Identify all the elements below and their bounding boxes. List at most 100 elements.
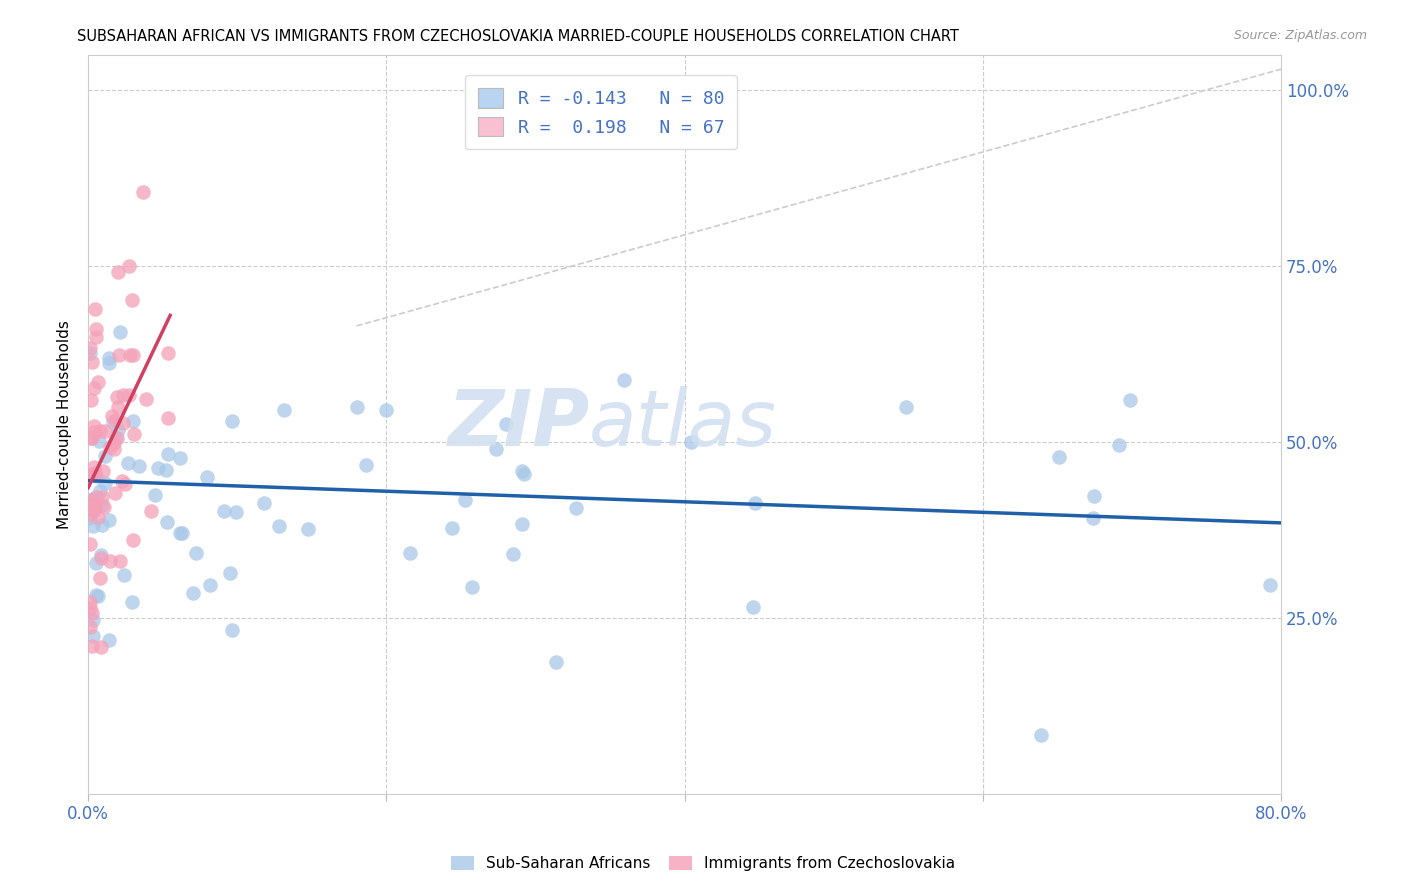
Point	[565, 501, 588, 516]
Point	[79, 341, 101, 355]
Text: atlas: atlas	[589, 386, 778, 462]
Point	[141, 504, 163, 518]
Point	[440, 521, 463, 535]
Point	[79, 346, 101, 360]
Point	[82, 629, 104, 643]
Point	[112, 568, 135, 582]
Point	[122, 414, 145, 428]
Point	[1258, 578, 1281, 592]
Point	[225, 505, 247, 519]
Point	[510, 516, 533, 531]
Point	[79, 536, 101, 550]
Point	[79, 511, 101, 525]
Point	[1029, 728, 1052, 742]
Point	[135, 392, 157, 406]
Point	[145, 488, 167, 502]
Text: SUBSAHARAN AFRICAN VS IMMIGRANTS FROM CZECHOSLOVAKIA MARRIED-COUPLE HOUSEHOLDS C: SUBSAHARAN AFRICAN VS IMMIGRANTS FROM CZ…	[77, 29, 959, 44]
Point	[111, 474, 134, 488]
Point	[84, 588, 107, 602]
Point	[502, 547, 524, 561]
Point	[87, 376, 110, 390]
Point	[87, 590, 110, 604]
Point	[80, 492, 103, 507]
Point	[97, 351, 120, 366]
Point	[374, 403, 396, 417]
Point	[87, 434, 110, 448]
Point	[111, 416, 134, 430]
Point	[105, 390, 128, 404]
Point	[83, 419, 105, 434]
Point	[90, 518, 112, 533]
Point	[108, 554, 131, 568]
Point	[84, 490, 107, 504]
Y-axis label: Married-couple Households: Married-couple Households	[58, 320, 72, 529]
Point	[1083, 489, 1105, 503]
Point	[79, 499, 101, 513]
Point	[198, 578, 221, 592]
Point	[297, 522, 319, 536]
Point	[1047, 450, 1070, 464]
Point	[104, 431, 127, 445]
Point	[98, 356, 121, 370]
Point	[157, 411, 180, 425]
Point	[214, 504, 236, 518]
Point	[118, 348, 141, 362]
Point	[1118, 393, 1140, 408]
Point	[83, 381, 105, 395]
Point	[79, 601, 101, 615]
Point	[356, 458, 378, 473]
Point	[111, 388, 134, 402]
Point	[117, 456, 139, 470]
Point	[157, 447, 180, 461]
Point	[80, 492, 103, 507]
Legend: R = -0.143   N = 80, R =  0.198   N = 67: R = -0.143 N = 80, R = 0.198 N = 67	[465, 75, 737, 149]
Point	[253, 496, 276, 510]
Point	[89, 483, 111, 498]
Point	[103, 442, 125, 456]
Point	[82, 467, 104, 482]
Point	[83, 425, 105, 440]
Point	[80, 355, 103, 369]
Point	[132, 186, 155, 200]
Point	[221, 623, 243, 637]
Point	[79, 507, 101, 521]
Point	[79, 431, 101, 445]
Point	[90, 640, 112, 654]
Point	[90, 490, 112, 504]
Point	[118, 388, 141, 402]
Point	[89, 571, 111, 585]
Point	[613, 373, 636, 387]
Point	[1108, 438, 1130, 452]
Point	[169, 526, 191, 541]
Point	[98, 440, 121, 454]
Point	[80, 492, 103, 507]
Point	[104, 412, 127, 426]
Point	[103, 435, 125, 450]
Point	[83, 502, 105, 516]
Point	[219, 566, 242, 580]
Point	[221, 413, 243, 427]
Point	[94, 475, 117, 490]
Point	[121, 595, 143, 609]
Point	[107, 400, 129, 414]
Point	[80, 501, 103, 516]
Point	[82, 606, 104, 620]
Point	[170, 526, 193, 541]
Point	[146, 460, 169, 475]
Point	[181, 585, 204, 599]
Point	[460, 580, 482, 594]
Point	[82, 614, 104, 628]
Point	[156, 346, 179, 360]
Point	[742, 599, 765, 614]
Point	[121, 293, 143, 308]
Point	[84, 468, 107, 483]
Point	[169, 450, 191, 465]
Point	[544, 655, 567, 669]
Point	[108, 325, 131, 339]
Point	[79, 595, 101, 609]
Point	[87, 510, 110, 524]
Point	[1083, 511, 1105, 525]
Point	[513, 467, 536, 481]
Point	[84, 466, 107, 480]
Point	[510, 464, 533, 478]
